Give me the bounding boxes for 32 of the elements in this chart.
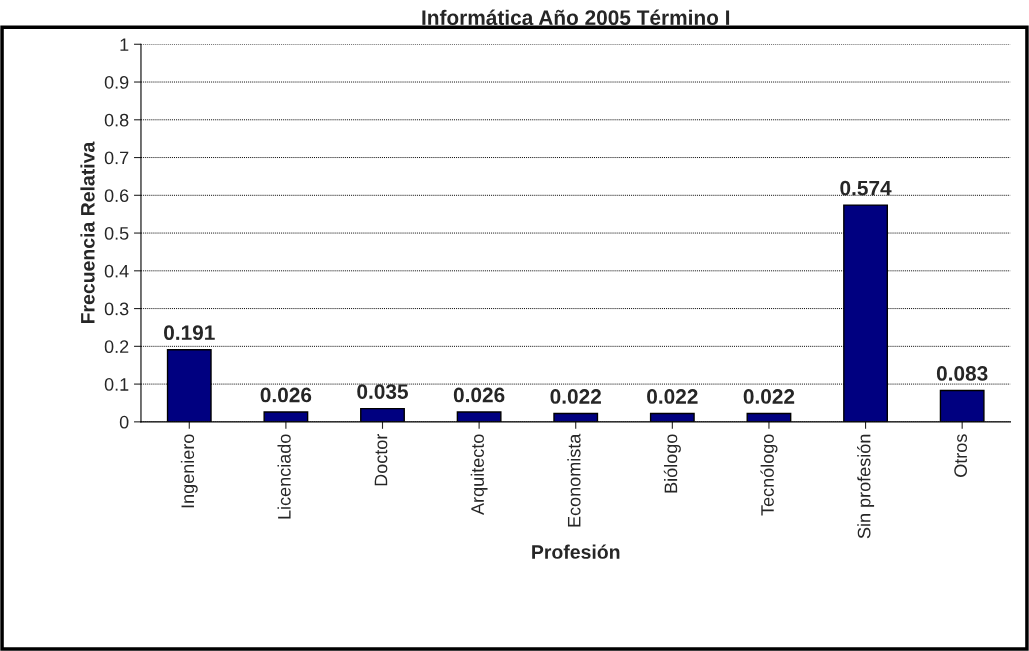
- y-tick-label: 0.5: [104, 226, 129, 240]
- data-label: 0.035: [357, 384, 408, 399]
- y-axis-title: Frecuencia Relativa: [80, 141, 95, 324]
- data-label: 0.083: [936, 366, 988, 381]
- y-tick-label: 0.3: [104, 302, 129, 316]
- data-label: 0.026: [260, 387, 312, 403]
- y-tick-label: 0.6: [104, 189, 129, 203]
- x-tick-label: Doctor: [374, 433, 388, 486]
- x-tick-label: Ingeniero: [180, 434, 198, 508]
- x-tick-label: Tecnólogo: [760, 434, 778, 516]
- data-label: 0.026: [453, 387, 505, 403]
- x-axis-title: Profesión: [532, 544, 620, 559]
- y-tick-label: 0.9: [104, 75, 129, 89]
- y-tick-label: 0: [119, 415, 129, 429]
- data-label: 0.022: [550, 389, 601, 404]
- y-tick-label: 0.7: [104, 151, 129, 165]
- x-tick-label: Licenciado: [277, 434, 291, 519]
- x-tick-label: Sin profesión: [857, 434, 875, 539]
- data-label: 0.022: [743, 389, 795, 404]
- x-tick-label: Arquitecto: [470, 434, 488, 515]
- y-tick-label: 0.2: [104, 340, 129, 354]
- chart-title: Informática Año 2005 Término I: [422, 9, 730, 26]
- y-tick-label: 0.8: [104, 113, 129, 127]
- x-tick-label: Otros: [954, 434, 968, 477]
- x-tick-label: Biólogo: [663, 434, 681, 493]
- y-tick-label: 1: [120, 38, 129, 51]
- data-label: 0.191: [164, 325, 215, 341]
- data-label: 0.022: [647, 389, 698, 404]
- y-tick-label: 0.4: [104, 264, 129, 278]
- y-tick-label: 0.1: [104, 378, 129, 391]
- x-tick-label: Economista: [567, 433, 581, 527]
- data-label: 0.574: [840, 180, 892, 196]
